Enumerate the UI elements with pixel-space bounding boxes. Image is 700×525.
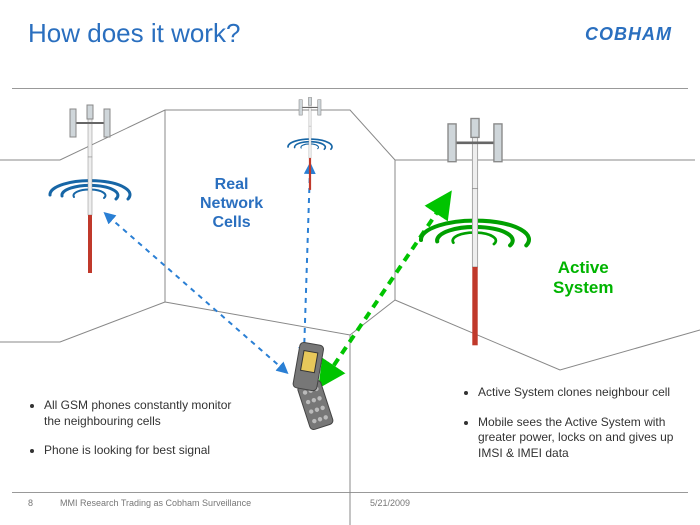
bullets-left: All GSM phones constantly monitor the ne… bbox=[28, 398, 244, 473]
footer-text: MMI Research Trading as Cobham Surveilla… bbox=[60, 498, 251, 508]
signal-arrows bbox=[108, 168, 444, 377]
cell-towers bbox=[50, 98, 529, 346]
bullet-item: Mobile sees the Active System with great… bbox=[478, 415, 678, 462]
mobile-phone-icon bbox=[280, 335, 348, 432]
real-network-cells-label: Real Network Cells bbox=[200, 175, 263, 233]
bullet-item: Active System clones neighbour cell bbox=[478, 385, 678, 401]
page-number: 8 bbox=[28, 498, 33, 508]
bullet-item: All GSM phones constantly monitor the ne… bbox=[44, 398, 244, 429]
bullet-item: Phone is looking for best signal bbox=[44, 443, 244, 459]
bullets-right: Active System clones neighbour cell Mobil… bbox=[462, 385, 678, 475]
active-system-label: Active System bbox=[553, 258, 613, 299]
footer-date: 5/21/2009 bbox=[370, 498, 410, 508]
